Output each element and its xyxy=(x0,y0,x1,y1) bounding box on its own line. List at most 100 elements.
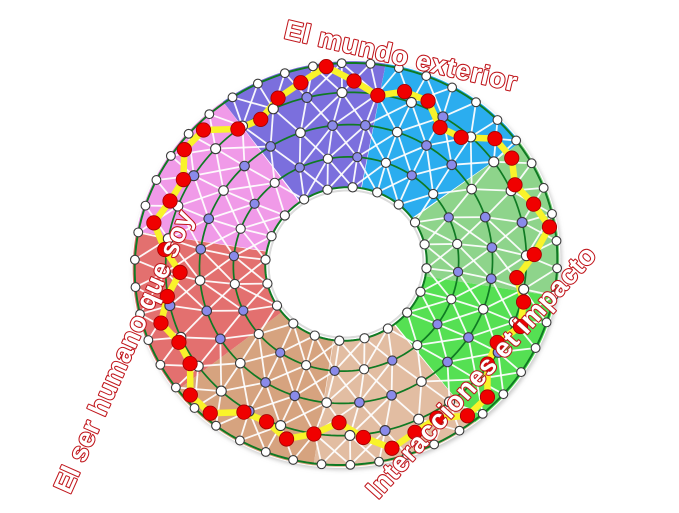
highlight-node xyxy=(331,415,347,431)
highlight-node xyxy=(182,387,198,403)
network-node xyxy=(271,300,283,311)
network-node xyxy=(380,157,392,168)
network-node xyxy=(269,177,280,189)
network-node xyxy=(551,235,562,246)
network-node xyxy=(170,382,181,393)
network-node xyxy=(288,454,299,465)
network-node xyxy=(477,303,489,315)
network-node xyxy=(266,231,277,242)
network-node xyxy=(415,286,426,297)
network-node xyxy=(151,175,162,185)
network-node xyxy=(301,91,313,104)
network-node xyxy=(352,151,363,163)
network-node xyxy=(211,420,221,431)
network-node xyxy=(419,239,430,250)
network-node xyxy=(260,447,271,457)
highlight-node xyxy=(429,410,445,426)
network-node xyxy=(402,307,413,318)
network-node xyxy=(360,120,371,131)
network-node xyxy=(421,140,432,151)
network-node xyxy=(344,429,356,441)
network-node xyxy=(260,377,271,388)
network-node xyxy=(298,194,310,205)
highlight-node xyxy=(176,142,192,158)
network-node xyxy=(294,162,305,173)
network-node xyxy=(359,333,370,344)
network-node xyxy=(215,333,226,345)
network-node xyxy=(432,319,443,330)
network-node xyxy=(249,198,260,209)
network-node xyxy=(253,328,264,340)
network-node xyxy=(429,439,440,450)
network-node xyxy=(239,160,250,172)
highlight-node xyxy=(459,408,476,424)
highlight-node xyxy=(396,83,413,100)
network-node xyxy=(391,126,403,138)
network-node xyxy=(140,200,151,211)
network-node xyxy=(452,266,464,278)
network-node xyxy=(204,109,215,120)
network-node xyxy=(466,183,478,195)
highlight-node xyxy=(153,315,169,331)
highlight-nodes xyxy=(146,58,558,456)
network-node xyxy=(347,182,358,193)
highlight-node xyxy=(432,119,448,136)
network-node xyxy=(442,356,453,368)
network-node xyxy=(486,242,498,253)
network-node xyxy=(322,153,334,164)
network-node xyxy=(479,211,491,223)
network-node xyxy=(452,238,463,250)
network-node xyxy=(189,403,200,413)
network-node xyxy=(421,71,432,81)
highlight-node xyxy=(270,90,286,106)
network-node xyxy=(372,187,383,198)
network-node xyxy=(446,159,458,171)
highlight-node xyxy=(453,129,469,146)
network-node xyxy=(329,365,340,377)
highlight-node xyxy=(479,389,496,405)
network-node xyxy=(336,58,347,69)
network-node xyxy=(358,364,370,375)
network-node xyxy=(511,135,522,146)
network-node xyxy=(130,282,141,293)
network-node xyxy=(471,97,481,108)
network-node xyxy=(265,141,276,152)
network-node xyxy=(203,213,215,225)
network-node xyxy=(316,459,327,470)
network-node xyxy=(413,413,425,425)
network-node xyxy=(234,357,246,369)
highlight-node xyxy=(306,426,322,442)
highlight-node xyxy=(159,288,175,305)
network-node xyxy=(227,92,238,103)
network-node xyxy=(387,355,398,366)
highlight-node xyxy=(541,219,558,235)
network-node xyxy=(218,185,229,196)
network-node xyxy=(238,305,249,316)
network-node xyxy=(309,330,320,341)
network-node xyxy=(526,158,537,169)
network-node xyxy=(492,115,503,125)
network-node xyxy=(485,273,497,285)
network-node xyxy=(488,156,500,168)
network-node xyxy=(183,128,194,139)
network-node xyxy=(530,343,541,353)
network-node xyxy=(279,210,290,221)
network-node xyxy=(228,250,240,262)
highlight-node xyxy=(526,196,542,212)
network-node xyxy=(498,389,509,400)
highlight-node xyxy=(512,318,529,335)
network-node xyxy=(379,424,391,437)
network-node xyxy=(374,456,384,467)
highlight-node xyxy=(504,150,520,166)
highlight-node xyxy=(195,122,212,138)
network-node xyxy=(406,170,417,181)
network-node xyxy=(308,61,318,72)
network-node xyxy=(235,223,246,234)
network-node xyxy=(279,68,290,79)
network-node xyxy=(547,208,557,219)
highlight-node xyxy=(172,264,188,280)
highlight-node xyxy=(171,334,187,350)
network-node xyxy=(234,435,245,446)
network-node xyxy=(541,317,552,328)
